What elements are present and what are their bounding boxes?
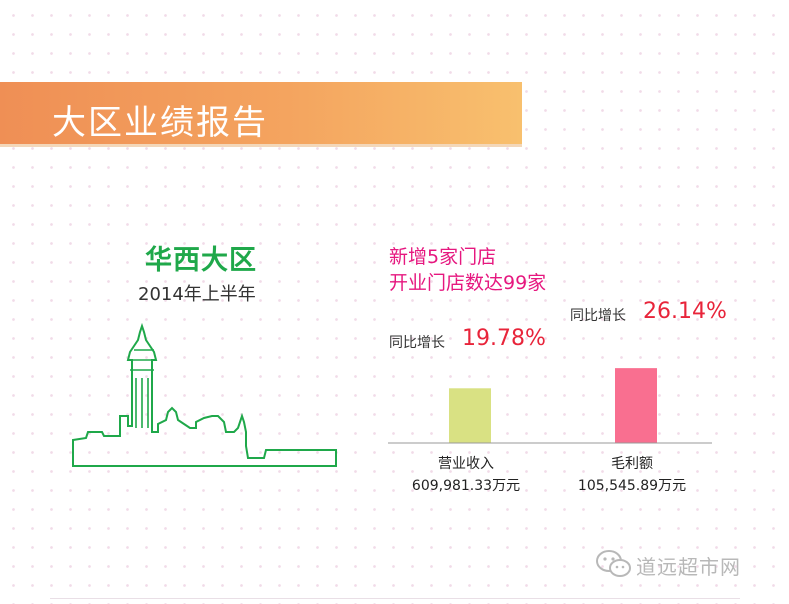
growth-value-profit: 26.14% [643,299,727,324]
category-label-profit: 毛利额 [611,456,653,472]
category-label-revenue: 营业收入 [438,456,494,472]
city-skyline-icon [72,322,337,467]
growth-label-revenue: 同比增长 [389,335,445,351]
highlight-total-stores: 开业门店数达99家 [389,272,547,294]
category-value-revenue: 609,981.33万元 [411,478,521,494]
growth-value-revenue: 19.78% [462,326,546,351]
region-period: 2014年上半年 [138,284,256,305]
bar-revenue [449,388,491,443]
bar-chart [388,368,712,444]
region-name: 华西大区 [145,245,257,276]
category-value-profit: 105,545.89万元 [577,478,687,494]
title-banner-shadow [0,144,522,147]
growth-label-profit: 同比增长 [570,308,626,324]
wechat-icon [596,550,631,577]
title-banner [0,82,522,144]
highlight-new-stores: 新增5家门店 [389,246,497,268]
watermark-text: 道远超市网 [636,555,741,579]
page-title: 大区业绩报告 [52,103,268,143]
bar-gross-profit [615,368,657,443]
bottom-divider [50,598,740,599]
